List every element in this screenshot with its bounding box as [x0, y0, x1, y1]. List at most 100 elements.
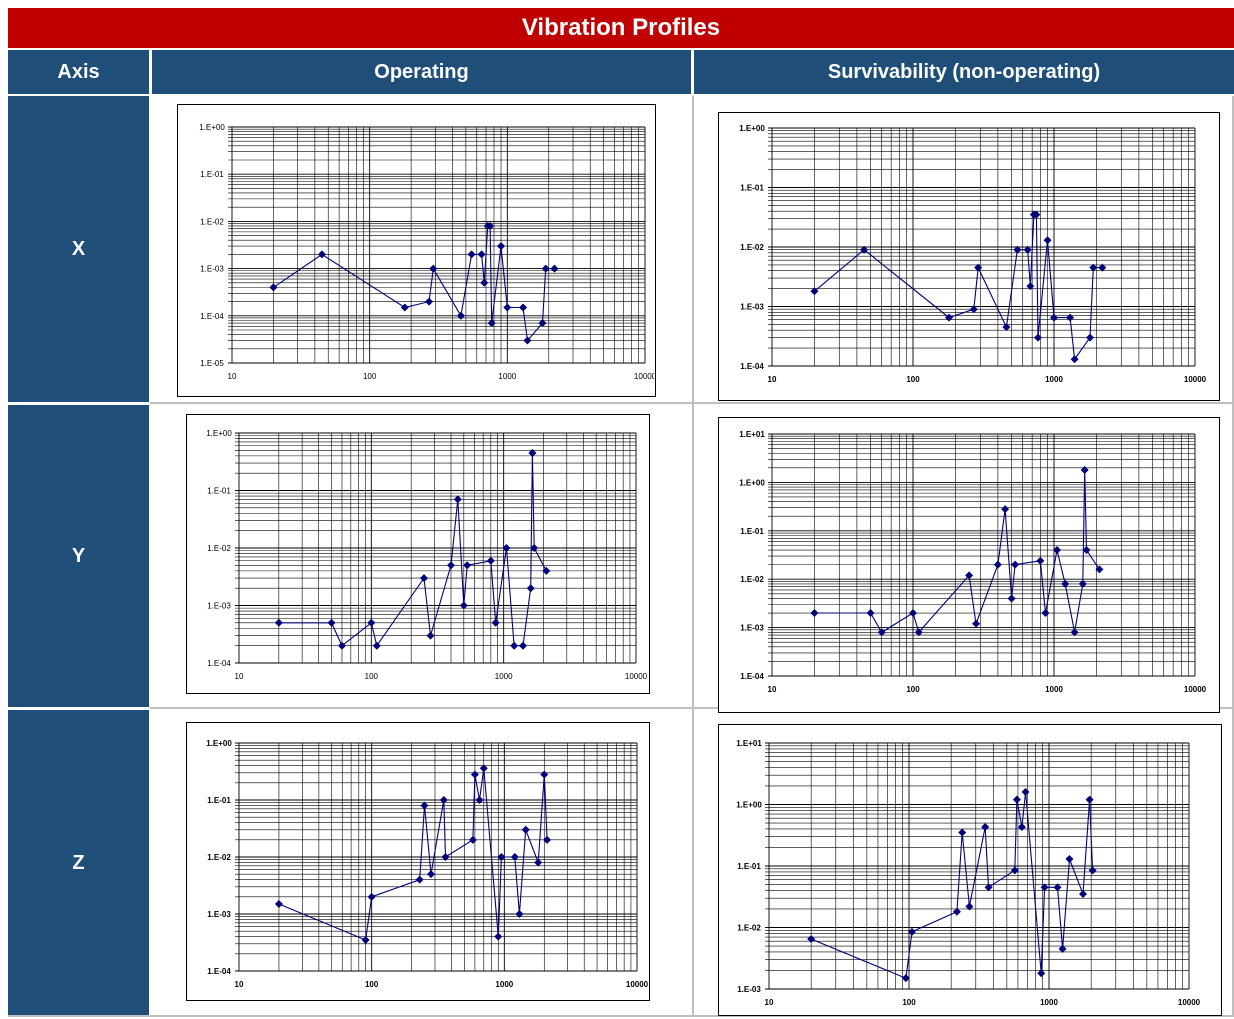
- data-point: [807, 935, 816, 944]
- x-tick-label: 10000: [1178, 998, 1201, 1007]
- data-point: [901, 974, 910, 983]
- chart-z-survivability-svg: 10 100 1000 10000 1.E-03 1.E-02 1.E-01 1.E+00 1.…: [736, 739, 1201, 1007]
- data-point: [510, 641, 519, 650]
- y-tick-label: 1.E-04: [200, 312, 224, 321]
- x-tick-label: 100: [902, 998, 916, 1007]
- data-point: [453, 495, 462, 504]
- data-point: [420, 801, 429, 810]
- chart-y-survivability: 10 100 1000 10000 1.E-04 1.E-03 1.E-02 1.E-01 1.…: [718, 417, 1220, 713]
- data-point: [274, 618, 283, 627]
- data-point: [1085, 333, 1094, 342]
- header-axis: Axis: [8, 50, 149, 94]
- chart-x-operating-svg: 10 100 1000 10000 1.E-05 1.E-04 1.E-03 1.E-02 1.…: [199, 123, 656, 381]
- data-point: [519, 641, 528, 650]
- x-tick-label: 100: [363, 372, 377, 381]
- x-tick-label: 100: [906, 685, 920, 694]
- data-point: [974, 263, 983, 272]
- data-point: [1021, 787, 1030, 796]
- data-point: [866, 609, 875, 618]
- data-point: [519, 303, 528, 312]
- data-point: [958, 828, 967, 837]
- data-point: [463, 561, 472, 570]
- grid: [768, 127, 1196, 367]
- data-point: [337, 641, 346, 650]
- data-point: [1066, 313, 1075, 322]
- y-tick-label: 1.E-03: [207, 602, 231, 611]
- data-point: [550, 264, 559, 273]
- y-tick-label: 1.E+00: [199, 123, 225, 132]
- data-point: [486, 556, 495, 565]
- data-point: [497, 242, 506, 251]
- data-point: [1058, 944, 1067, 953]
- chart-y-operating: 10 100 1000 10000 1.E-04 1.E-03 1.E-02 1.E-01 1.…: [186, 414, 650, 694]
- data-point: [1061, 579, 1070, 588]
- y-tick-label: 1.E-03: [740, 303, 764, 312]
- data-point: [810, 609, 819, 618]
- data-point: [1078, 579, 1087, 588]
- grid: [228, 126, 646, 364]
- series-line: [814, 469, 1100, 634]
- y-tick-label: 1.E-02: [200, 217, 224, 226]
- data-point: [540, 770, 549, 779]
- data-point: [419, 574, 428, 583]
- chart-y-survivability-svg: 10 100 1000 10000 1.E-04 1.E-03 1.E-02 1.E-01 1.…: [739, 430, 1206, 694]
- data-point: [1017, 823, 1026, 832]
- y-tick-label: 1.E-01: [207, 487, 231, 496]
- data-point: [459, 601, 468, 610]
- data-point: [909, 609, 917, 618]
- data-point: [400, 303, 409, 312]
- y-tick-label: 1.E+01: [736, 739, 762, 748]
- data-point: [1089, 263, 1098, 272]
- y-tick-label: 1.E-03: [200, 265, 224, 274]
- row-label-z-text: Z: [72, 852, 85, 874]
- data-point: [1007, 594, 1016, 603]
- grid: [765, 742, 1190, 990]
- data-point: [367, 618, 376, 627]
- row-label-y-text: Y: [71, 544, 86, 567]
- data-point: [415, 875, 424, 884]
- data-point: [1037, 969, 1046, 978]
- data-point: [274, 899, 283, 908]
- x-tick-label: 10: [235, 672, 244, 681]
- data-point: [1023, 245, 1032, 254]
- data-point: [952, 907, 961, 916]
- data-point: [534, 858, 543, 867]
- data-point: [477, 250, 486, 259]
- x-tick-label: 1000: [495, 980, 513, 989]
- y-tick-label: 1.E-04: [207, 659, 231, 668]
- data-point: [317, 250, 326, 259]
- data-point: [1033, 333, 1042, 342]
- data-point: [1070, 355, 1079, 364]
- row-label-z: Z: [8, 710, 149, 1017]
- data-point: [361, 935, 370, 944]
- data-point: [1050, 313, 1058, 322]
- y-tick-label: 1.E-03: [207, 910, 231, 919]
- data-point: [456, 311, 465, 320]
- x-tick-label: 10: [768, 375, 777, 384]
- x-tick-label: 10000: [634, 372, 654, 381]
- data-point: [1013, 245, 1022, 254]
- data-point: [269, 283, 278, 292]
- chart-z-operating-svg: 10 100 1000 10000 1.E-04 1.E-03 1.E-02 1.E-01 1.…: [206, 739, 648, 989]
- x-tick-label: 100: [365, 980, 379, 989]
- x-tick-label: 10: [235, 980, 244, 989]
- row-label-y: Y: [8, 405, 149, 707]
- table-bottom-border: [8, 1015, 1234, 1017]
- header-operating: Operating: [152, 50, 691, 94]
- data-point: [447, 561, 456, 570]
- data-point: [1011, 560, 1020, 569]
- data-point: [1026, 282, 1035, 291]
- data-point: [1080, 466, 1089, 475]
- chart-x-survivability: 10 100 1000 10000 1.E-04 1.E-03 1.E-02 1.E-01 1.…: [718, 112, 1220, 401]
- data-point: [810, 287, 819, 296]
- y-tick-label: 1.E-02: [740, 243, 764, 252]
- series-line: [278, 768, 548, 941]
- x-tick-label: 1000: [498, 372, 516, 381]
- data-point: [1079, 890, 1088, 899]
- x-tick-label: 100: [365, 672, 379, 681]
- data-point: [515, 910, 524, 918]
- x-tick-label: 1000: [1040, 998, 1058, 1007]
- data-point: [1002, 323, 1011, 332]
- data-point: [467, 250, 476, 259]
- x-tick-label: 10: [768, 685, 777, 694]
